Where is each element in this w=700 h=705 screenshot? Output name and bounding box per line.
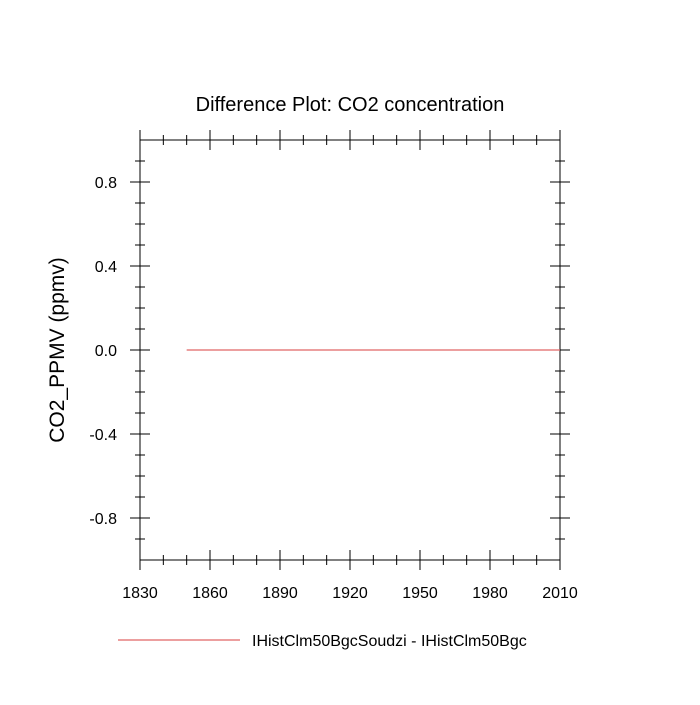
x-tick-label: 2010: [542, 585, 578, 602]
x-tick-label: 1860: [192, 585, 228, 602]
axis-ticks: 1830 1860 1890 1920 1950 1980 2010 0.8 0.4 0.0 -0.…: [89, 130, 578, 602]
y-axis-title: CO2_PPMV (ppmv): [46, 257, 69, 443]
x-tick-label: 1920: [332, 585, 368, 602]
y-tick-label: -0.4: [89, 427, 117, 444]
y-tick-label: 0.4: [95, 259, 117, 276]
chart-title: Difference Plot: CO2 concentration: [196, 94, 505, 116]
x-tick-label: 1890: [262, 585, 298, 602]
x-tick-label: 1950: [402, 585, 438, 602]
x-tick-label: 1830: [122, 585, 158, 602]
legend: IHistClm50BgcSoudzi - IHistClm50Bgc: [118, 633, 527, 650]
legend-label: IHistClm50BgcSoudzi - IHistClm50Bgc: [252, 633, 527, 650]
y-tick-label: 0.0: [95, 343, 117, 360]
y-tick-label: -0.8: [89, 511, 117, 528]
x-tick-label: 1980: [472, 585, 508, 602]
y-tick-label: 0.8: [95, 175, 117, 192]
